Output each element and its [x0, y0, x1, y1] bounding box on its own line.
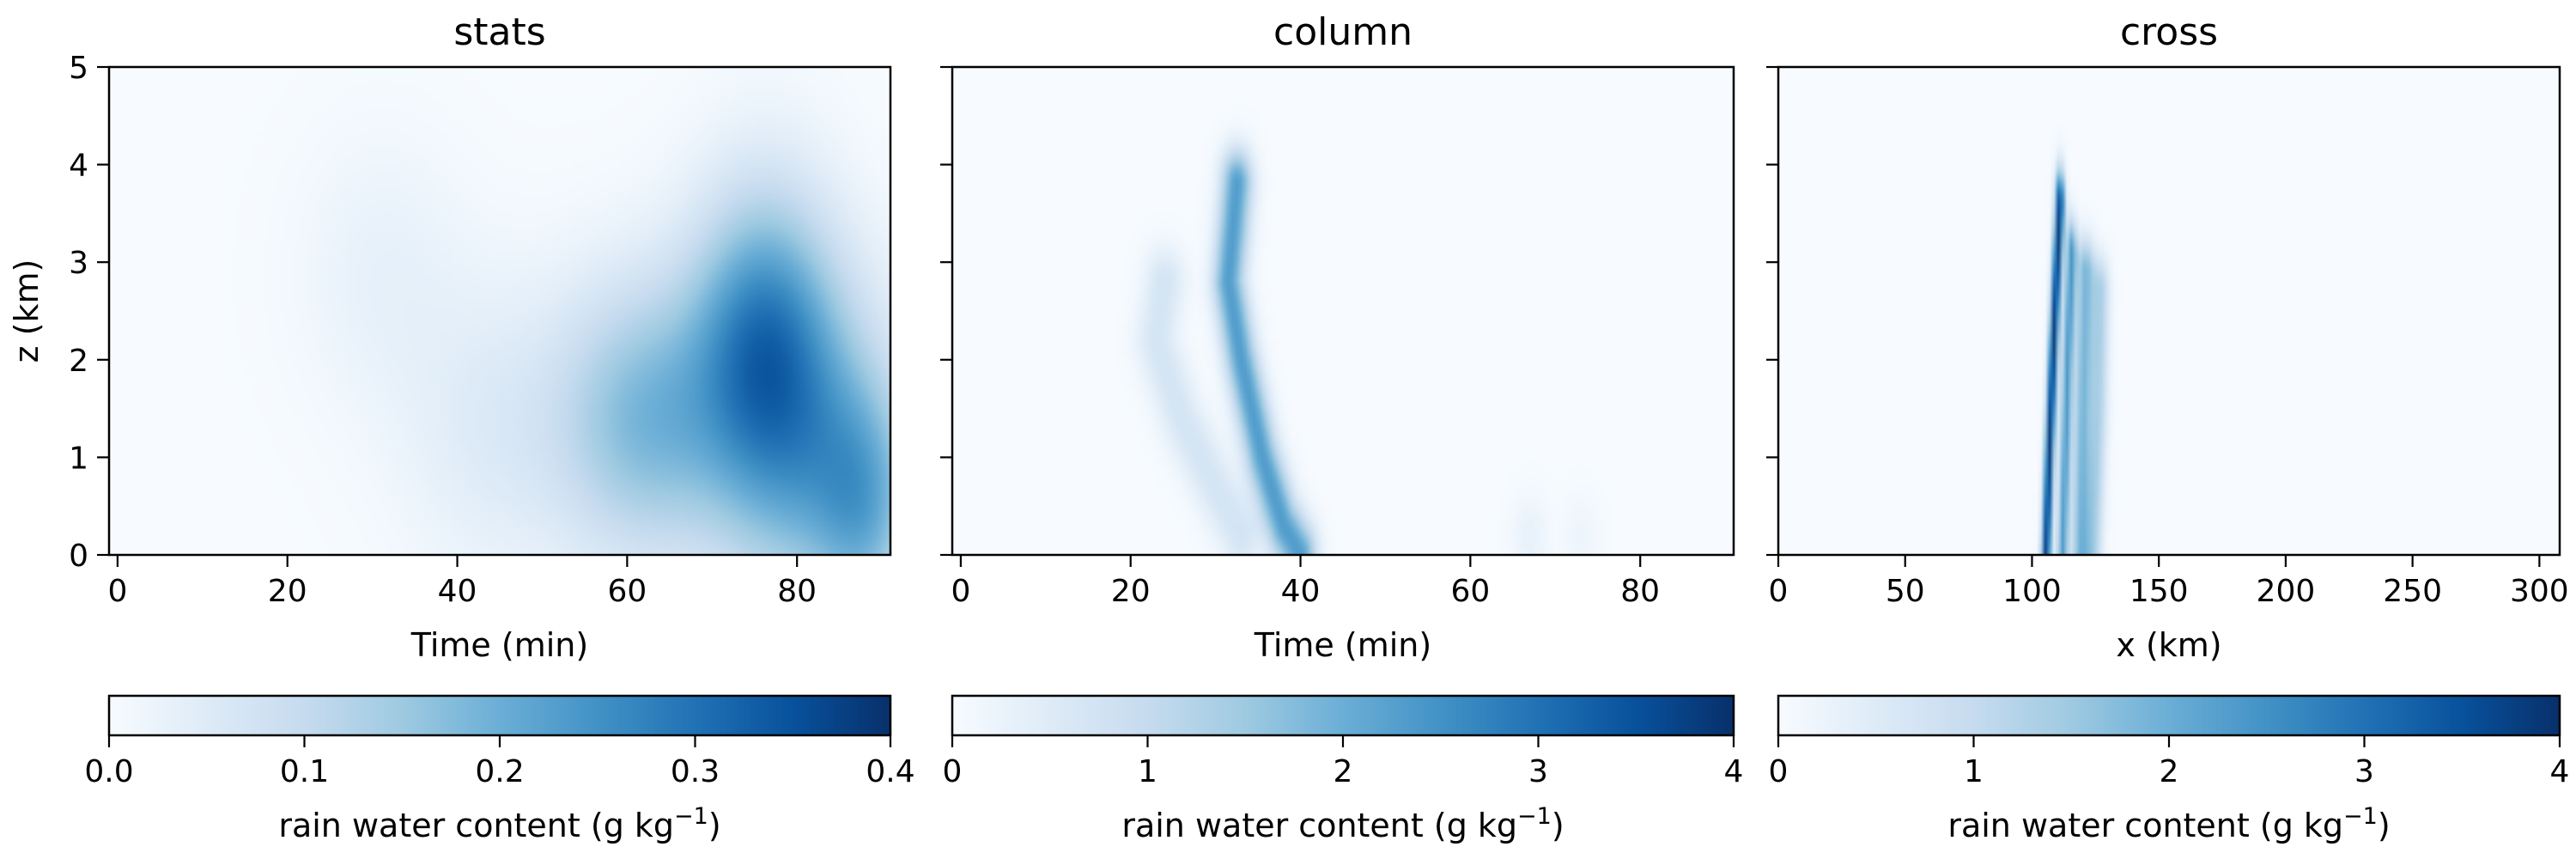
colorbar-tick-label: 4	[2550, 754, 2570, 789]
x-tick-label: 300	[2510, 574, 2569, 609]
heatmap-column	[952, 67, 1734, 555]
colorbar-tick-label: 1	[1138, 754, 1157, 789]
colorbar-tick-label: 0.3	[671, 754, 720, 789]
x-axis-label: x (km)	[2116, 626, 2221, 664]
heatmap-cells	[952, 67, 1734, 555]
colorbar-tick-label: 3	[1528, 754, 1548, 789]
y-axis-label: z (km)	[8, 259, 46, 363]
colorbar-gradient	[107, 694, 892, 737]
colorbar-tick-label: 2	[1334, 754, 1353, 789]
colorbar-label: rain water content (g kg−1)	[278, 803, 720, 845]
colorbar-tick-label: 0.2	[475, 754, 524, 789]
colorbar-column: 0 1 2 3 4 rain water content (g kg−1)	[943, 694, 1744, 845]
heatmap-cross	[1778, 67, 2560, 555]
x-ticks: 0 20 40 60 80	[951, 555, 1660, 609]
x-tick-label: 100	[2002, 574, 2062, 609]
colorbar-ticks: 0 1 2 3 4	[943, 735, 1744, 789]
colorbar-tick-label: 1	[1964, 754, 1984, 789]
y-tick-label: 4	[69, 149, 88, 184]
x-tick-label: 60	[1450, 574, 1490, 609]
x-tick-label: 200	[2257, 574, 2316, 609]
colorbar-label: rain water content (g kg−1)	[1947, 803, 2390, 845]
x-axis-label: Time (min)	[410, 626, 588, 664]
panel-title: cross	[2120, 10, 2218, 54]
x-tick-label: 20	[1111, 574, 1151, 609]
x-tick-label: 20	[268, 574, 307, 609]
x-tick-label: 150	[2129, 574, 2189, 609]
x-tick-label: 40	[438, 574, 477, 609]
colorbar-stats: 0.0 0.1 0.2 0.3 0.4 rain water content (g kg…	[84, 694, 915, 845]
colorbar-gradient	[951, 694, 1735, 737]
x-tick-label: 60	[607, 574, 647, 609]
colorbar-ticks: 0.0 0.1 0.2 0.3 0.4	[84, 735, 915, 789]
colorbar-cross: 0 1 2 3 4 rain water content (g kg−1)	[1769, 694, 2570, 845]
x-tick-label: 0	[107, 574, 127, 609]
x-tick-label: 0	[1769, 574, 1789, 609]
colorbar-tick-label: 0.1	[280, 754, 329, 789]
axes-frame	[951, 65, 1735, 557]
axes-frame	[1777, 65, 2561, 557]
panel-title: stats	[453, 10, 545, 54]
heatmap-stats	[109, 67, 890, 555]
colorbar-gradient	[1777, 694, 2561, 737]
colorbar-tick-label: 2	[2160, 754, 2179, 789]
axes-frame	[107, 65, 892, 557]
panel-column: column 0 20 40 60 80 Time (min) 0 1 2 3 4 rain w…	[940, 10, 1743, 844]
x-ticks: 0 20 40 60 80	[107, 555, 817, 609]
colorbar-tick-label: 0.4	[866, 754, 914, 789]
panel-cross: cross 0 50 100 150 200 250 300 x (km) 0 1 2 3 4 ra…	[1766, 10, 2569, 844]
y-tick-label: 1	[69, 441, 88, 476]
x-axis-label: Time (min)	[1254, 626, 1431, 664]
x-tick-label: 80	[1620, 574, 1660, 609]
x-tick-label: 80	[777, 574, 817, 609]
x-ticks: 0 50 100 150 200 250 300	[1769, 555, 2569, 609]
x-tick-label: 50	[1886, 574, 1925, 609]
colorbar-tick-label: 0	[943, 754, 963, 789]
x-tick-label: 0	[951, 574, 970, 609]
y-tick-label: 0	[69, 539, 88, 574]
y-ticks	[940, 65, 952, 557]
colorbar-tick-label: 0	[1769, 754, 1789, 789]
y-tick-label: 5	[69, 51, 88, 86]
y-ticks	[1766, 65, 1778, 557]
panel-stats: stats 0 20 40 60 80 0 1 2 3 4 5 Time (min) z (km)…	[8, 10, 915, 844]
y-ticks: 0 1 2 3 4 5	[69, 51, 109, 574]
colorbar-tick-label: 3	[2354, 754, 2374, 789]
heatmap-cells	[109, 67, 890, 555]
x-tick-label: 250	[2383, 574, 2442, 609]
colorbar-tick-label: 4	[1724, 754, 1744, 789]
panel-title: column	[1273, 10, 1413, 54]
heatmap-cells	[1778, 67, 2560, 555]
colorbar-tick-label: 0.0	[84, 754, 133, 789]
colorbar-label: rain water content (g kg−1)	[1121, 803, 1564, 845]
y-tick-label: 3	[69, 246, 88, 281]
x-tick-label: 40	[1281, 574, 1321, 609]
colorbar-ticks: 0 1 2 3 4	[1769, 735, 2570, 789]
y-tick-label: 2	[69, 344, 88, 379]
